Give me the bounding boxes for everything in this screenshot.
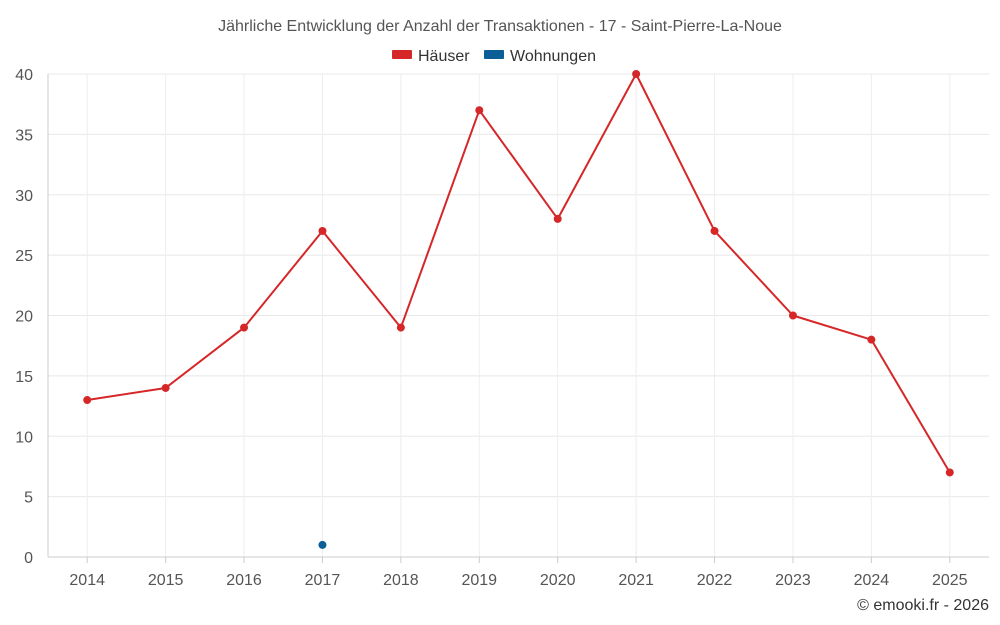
y-tick-label: 10 xyxy=(15,429,33,446)
data-point-haeuser[interactable] xyxy=(788,311,797,320)
x-tick-label: 2020 xyxy=(540,572,576,589)
grid xyxy=(48,73,989,557)
y-tick-label: 0 xyxy=(24,550,33,567)
y-tick-label: 30 xyxy=(15,188,33,205)
legend-swatch-haeuser xyxy=(392,50,412,59)
series xyxy=(83,70,954,549)
y-tick-label: 40 xyxy=(15,67,33,84)
x-tick-label: 2019 xyxy=(461,572,497,589)
data-point-haeuser[interactable] xyxy=(867,335,876,344)
x-tick-label: 2016 xyxy=(226,572,262,589)
x-tick-label: 2025 xyxy=(932,572,968,589)
y-tick-label: 20 xyxy=(15,309,33,326)
data-point-haeuser[interactable] xyxy=(396,323,405,332)
y-tick-label: 35 xyxy=(15,127,33,144)
data-point-haeuser[interactable] xyxy=(710,226,719,235)
x-tick-label: 2022 xyxy=(697,572,733,589)
x-tick-label: 2024 xyxy=(854,572,890,589)
data-point-haeuser[interactable] xyxy=(161,383,170,392)
data-point-haeuser[interactable] xyxy=(240,323,249,332)
legend: Häuser Wohnungen xyxy=(392,48,596,65)
data-point-haeuser[interactable] xyxy=(632,70,641,78)
credit-text: © emooki.fr - 2026 xyxy=(857,597,989,614)
y-tick-label: 25 xyxy=(15,248,33,265)
x-tick-label: 2017 xyxy=(305,572,341,589)
x-tick-label: 2015 xyxy=(148,572,184,589)
series-line-haeuser xyxy=(87,73,951,473)
data-point-wohnungen[interactable] xyxy=(318,540,327,549)
legend-label-wohnungen[interactable]: Wohnungen xyxy=(510,48,596,65)
data-point-haeuser[interactable] xyxy=(318,226,327,235)
x-tick-label: 2014 xyxy=(69,572,105,589)
data-point-haeuser[interactable] xyxy=(945,468,954,477)
data-point-haeuser[interactable] xyxy=(475,106,484,115)
y-tick-label: 15 xyxy=(15,369,33,386)
chart-title: Jährliche Entwicklung der Anzahl der Tra… xyxy=(218,18,782,35)
legend-swatch-wohnungen xyxy=(484,50,504,59)
legend-label-haeuser[interactable]: Häuser xyxy=(418,48,470,65)
y-tick-label: 5 xyxy=(24,490,33,507)
data-point-haeuser[interactable] xyxy=(553,214,562,223)
x-tick-label: 2021 xyxy=(618,572,654,589)
x-tick-label: 2018 xyxy=(383,572,419,589)
data-point-haeuser[interactable] xyxy=(83,396,92,405)
x-tick-label: 2023 xyxy=(775,572,811,589)
